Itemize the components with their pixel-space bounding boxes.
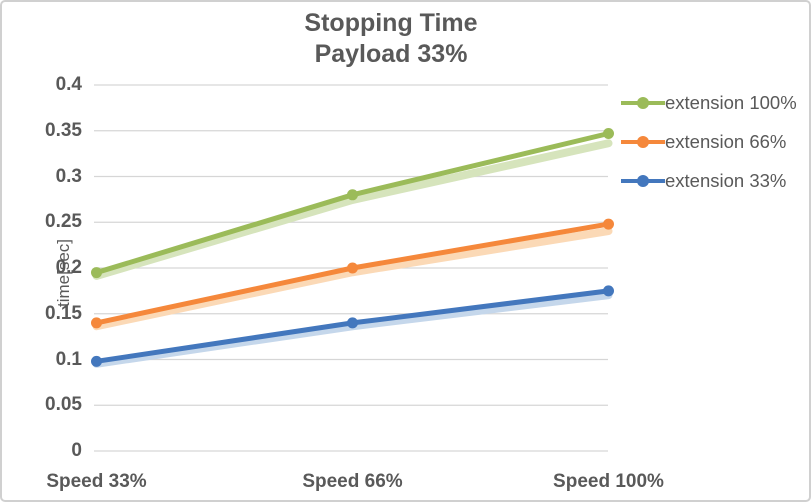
series-band (92, 139, 613, 280)
legend-dot-icon (637, 174, 649, 187)
data-point-marker (91, 267, 102, 279)
data-point-marker (603, 127, 614, 139)
data-point-marker (603, 218, 614, 230)
chart-title: Stopping Time Payload 33% (2, 8, 780, 70)
legend-line-marker-icon (621, 135, 665, 148)
x-axis-label: Speed 33% (46, 471, 147, 492)
legend-line-marker-icon (621, 96, 665, 109)
legend-label: extension 33% (665, 169, 787, 191)
data-point-marker (347, 189, 358, 201)
data-point-marker (347, 317, 358, 329)
legend-item[interactable]: extension 33% (621, 161, 797, 200)
y-tick-label: 0.05 (45, 394, 82, 416)
legend-dot-icon (637, 96, 649, 109)
y-tick-label: 0.1 (55, 348, 82, 370)
legend-item[interactable]: extension 100% (621, 83, 797, 122)
series-band (92, 227, 613, 331)
data-point-marker (347, 262, 358, 274)
chart-title-line2: Payload 33% (314, 40, 468, 68)
y-tick-label: 0.2 (55, 257, 82, 278)
y-tick-label: 0.35 (45, 119, 82, 141)
y-tick-label: 0.4 (55, 74, 82, 95)
legend: extension 100% extension 66% extension 33% (621, 83, 797, 200)
legend-label: extension 100% (665, 91, 797, 113)
legend-dot-icon (637, 135, 649, 148)
data-point-marker (91, 355, 102, 367)
data-point-marker (603, 285, 614, 297)
y-tick-label: 0.15 (45, 302, 82, 324)
data-point-marker (91, 317, 102, 329)
y-tick-label: 0.3 (55, 165, 82, 187)
x-axis-label: Speed 100% (553, 471, 664, 492)
y-tick-label: 0 (71, 440, 82, 461)
legend-item[interactable]: extension 66% (621, 122, 797, 161)
legend-line-marker-icon (621, 174, 665, 187)
legend-label: extension 66% (665, 130, 787, 152)
x-axis-label: Speed 66% (302, 471, 403, 492)
chart-title-line1: Stopping Time (304, 9, 478, 37)
y-tick-label: 0.25 (45, 211, 82, 233)
